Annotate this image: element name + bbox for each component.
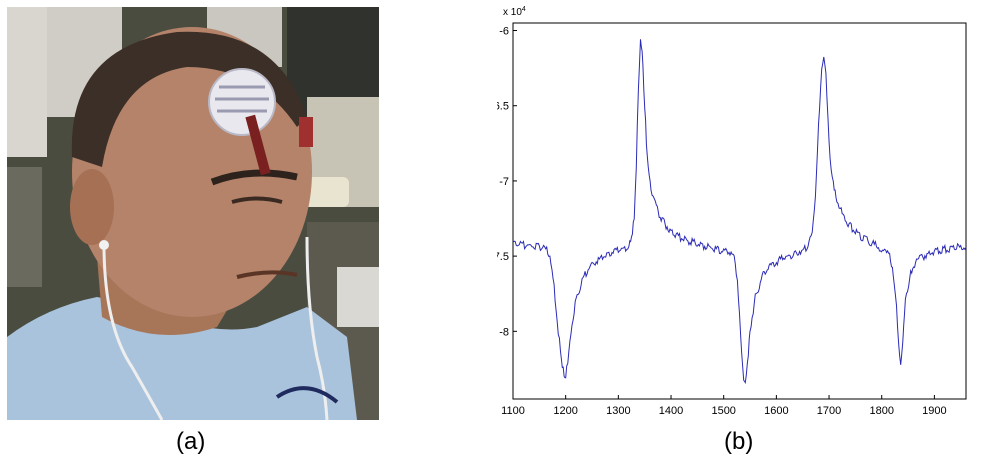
photo-person-electrodes (7, 7, 379, 421)
cable-right (305, 236, 329, 421)
y-tick-label-2: -7 (499, 176, 509, 188)
photo-panel (7, 7, 379, 421)
electrode-lead-red (245, 114, 271, 176)
x-tick-label-1800: 1800 (869, 405, 893, 417)
earphone (99, 240, 109, 250)
line-chart: x 104 1100 1200 1300 1400 1500 1600 1700 1800 19… (490, 6, 967, 417)
photo-shelf (7, 167, 42, 287)
y-axis-exponent-label: x 104 (503, 6, 526, 18)
y-tick-label-4: -8 (499, 326, 509, 338)
x-tick-label-1100: 1100 (501, 405, 525, 417)
y-tick-label-1: -6.5 (497, 101, 509, 113)
x-tick-label-1600: 1600 (764, 405, 788, 417)
caption-b: (b) (724, 428, 754, 455)
photo-shirt (7, 297, 357, 420)
x-tick-label-1300: 1300 (606, 405, 630, 417)
electrode-pattern (215, 85, 269, 113)
y-tick-label-3: -7.5 (497, 251, 509, 263)
x-tick-label-1400: 1400 (659, 405, 683, 417)
photo-paper (337, 267, 379, 327)
cable-blue (275, 386, 339, 404)
plot-area: 1100 1200 1300 1400 1500 1600 1700 1800 1900 -6 -6… (490, 22, 967, 417)
electrode-clip (299, 117, 313, 147)
x-tick-label-1900: 1900 (922, 405, 946, 417)
chart-panel: x 104 1100 1200 1300 1400 1500 1600 1700 1800 19… (490, 0, 969, 425)
electrode-forehead (208, 68, 276, 136)
y-exponent-power: 4 (522, 6, 526, 13)
photo-eye (231, 196, 283, 204)
x-tick-label-1500: 1500 (711, 405, 735, 417)
photo-hair (71, 31, 307, 167)
plot-frame (512, 22, 967, 400)
earphone-wire (102, 248, 164, 421)
y-tick-label-0: -6 (499, 26, 509, 38)
photo-telephone (304, 177, 349, 207)
y-exponent-base: x 10 (503, 7, 522, 18)
x-tick-label-1700: 1700 (817, 405, 841, 417)
photo-mouth (236, 270, 298, 279)
photo-ear (70, 169, 114, 245)
x-tick-label-1200: 1200 (553, 405, 577, 417)
photo-window-left (7, 7, 47, 157)
caption-a: (a) (176, 428, 206, 455)
photo-eyebrow (210, 169, 298, 186)
series-line-0 (512, 39, 967, 384)
